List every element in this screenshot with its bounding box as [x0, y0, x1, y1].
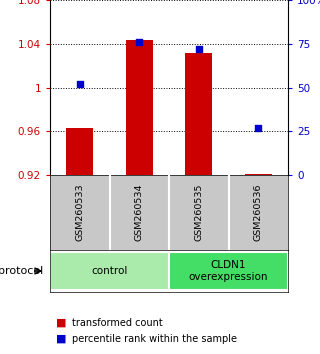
Text: percentile rank within the sample: percentile rank within the sample: [72, 334, 237, 344]
Text: CLDN1
overexpression: CLDN1 overexpression: [189, 260, 268, 282]
Bar: [126, 40, 153, 175]
Point: [196, 46, 201, 52]
Text: GSM260534: GSM260534: [135, 184, 144, 241]
Text: GSM260533: GSM260533: [75, 184, 84, 241]
Text: control: control: [91, 266, 128, 276]
Text: GSM260536: GSM260536: [254, 184, 263, 241]
Text: ■: ■: [56, 318, 67, 328]
Point: [256, 125, 261, 131]
Bar: [185, 52, 212, 175]
Point: [77, 81, 82, 87]
Bar: [169, 252, 288, 290]
Bar: [245, 174, 272, 175]
Text: transformed count: transformed count: [72, 318, 163, 328]
Bar: [50, 252, 169, 290]
Text: GSM260535: GSM260535: [194, 184, 203, 241]
Text: ■: ■: [56, 334, 67, 344]
Point: [137, 39, 142, 45]
Bar: [66, 128, 93, 175]
Text: protocol: protocol: [0, 266, 44, 276]
